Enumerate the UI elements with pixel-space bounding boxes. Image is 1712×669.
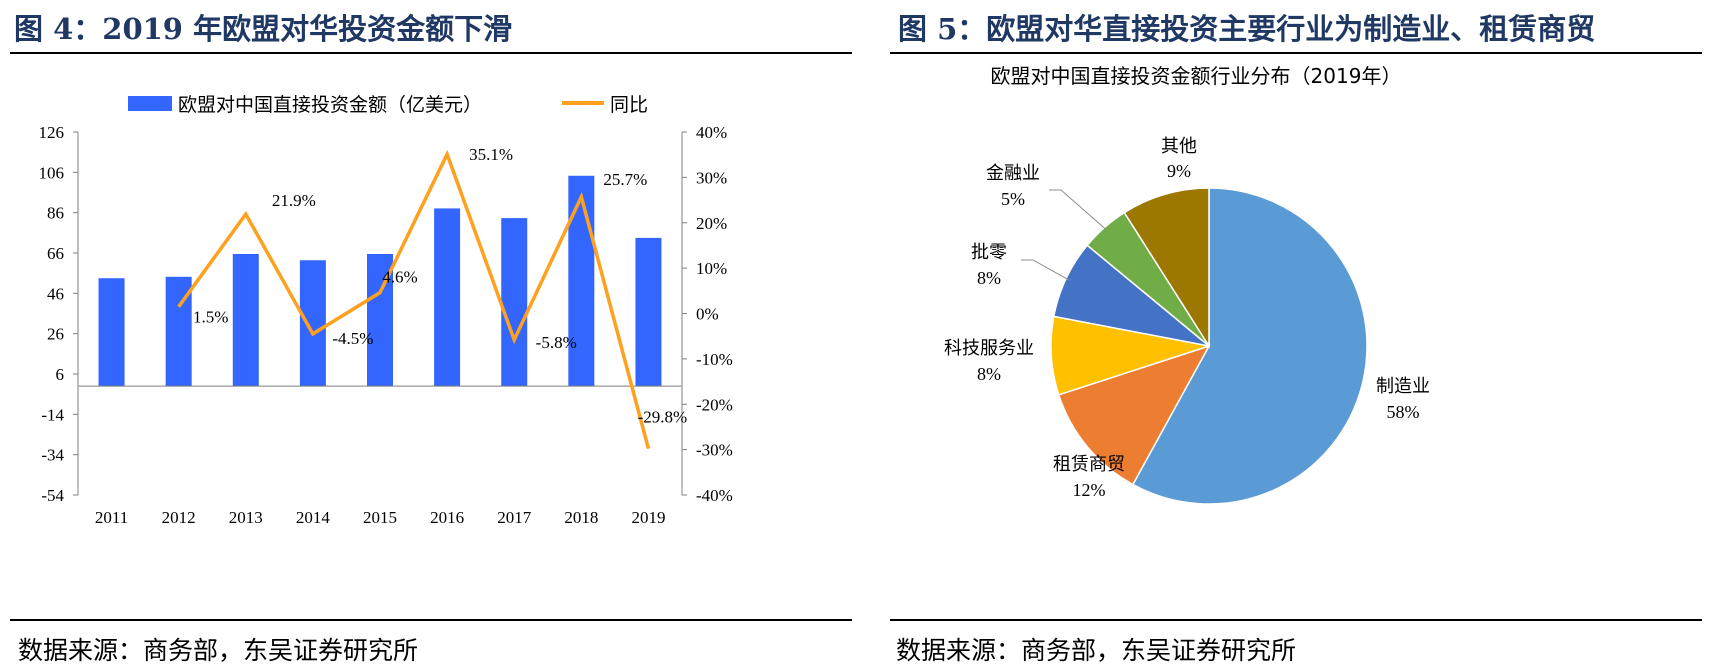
yoy-data-label: 21.9%: [272, 191, 316, 210]
pie-label-percent: 8%: [977, 268, 1001, 288]
legend-bar-label: 欧盟对中国直接投资金额（亿美元）: [178, 94, 482, 116]
bar-2018: [568, 175, 595, 387]
yoy-data-label: 25.7%: [603, 170, 647, 189]
pie-label-category: 批零: [971, 242, 1007, 263]
pie-label-percent: 58%: [1387, 402, 1420, 422]
right-panel-title: 图 5：欧盟对华直接投资主要行业为制造业、租赁商贸: [898, 12, 1596, 46]
pie-label-percent: 8%: [977, 364, 1001, 384]
bar-2013: [232, 254, 259, 387]
pie-slice: [1057, 344, 1211, 486]
right-source-note: 数据来源：商务部，东吴证券研究所: [896, 636, 1297, 665]
left-y-tick-label: -34: [41, 446, 64, 465]
left-title-rule: [10, 52, 852, 54]
pie-label-percent: 5%: [1001, 189, 1025, 209]
x-tick-label: 2018: [564, 508, 598, 527]
x-tick-label: 2019: [631, 508, 665, 527]
right-y-tick-label: -10%: [696, 350, 733, 369]
yoy-data-label: 4.6%: [382, 268, 417, 287]
right-y-tick-label: -20%: [696, 395, 733, 414]
pie-label-category: 其他: [1161, 136, 1197, 157]
right-y-tick-label: -40%: [696, 486, 733, 505]
pie-label-category: 租赁商贸: [1053, 454, 1125, 475]
right-y-tick-label: 40%: [696, 123, 727, 142]
yoy-data-label: -4.5%: [332, 329, 373, 348]
yoy-data-label: -29.8%: [638, 408, 688, 427]
x-tick-label: 2014: [296, 508, 331, 527]
pie-label-category: 科技服务业: [944, 338, 1034, 359]
right-y-tick-label: 30%: [696, 168, 727, 187]
right-source-rule: [890, 619, 1702, 621]
pie-leader-line: [1049, 189, 1108, 231]
left-source-rule: [10, 619, 852, 621]
bar-2017: [501, 218, 528, 387]
right-y-tick-label: 20%: [696, 214, 727, 233]
left-y-tick-label: 46: [47, 284, 64, 303]
pie-slice: [1123, 187, 1210, 349]
left-y-tick-label: 86: [47, 204, 64, 223]
right-y-tick-label: 10%: [696, 259, 727, 278]
x-tick-label: 2015: [363, 508, 397, 527]
bar-2014: [299, 260, 326, 387]
legend-bar-swatch: [128, 96, 172, 111]
bar-2016: [434, 208, 461, 387]
pie-label-category: 制造业: [1376, 376, 1430, 397]
x-tick-label: 2012: [162, 508, 196, 527]
left-y-tick-label: -54: [41, 486, 64, 505]
left-y-tick-label: 66: [47, 244, 64, 263]
left-source-note: 数据来源：商务部，东吴证券研究所: [18, 636, 419, 665]
yoy-data-label: 1.5%: [193, 308, 228, 327]
bar-2011: [98, 278, 125, 387]
pie-leader-line: [1021, 259, 1070, 281]
pie-title: 欧盟对中国直接投资金额行业分布（2019年）: [991, 64, 1402, 88]
pie-label-percent: 9%: [1167, 161, 1191, 181]
right-title-rule: [890, 52, 1702, 54]
x-tick-label: 2013: [229, 508, 263, 527]
x-tick-label: 2011: [95, 508, 128, 527]
pie-label-percent: 12%: [1073, 480, 1106, 500]
pie-slice: [1131, 187, 1368, 505]
right-y-tick-label: 0%: [696, 305, 719, 324]
left-y-tick-label: 26: [47, 325, 64, 344]
pie-label-category: 金融业: [986, 163, 1040, 184]
legend-line-label: 同比: [610, 94, 648, 116]
left-y-tick-label: 126: [39, 123, 65, 142]
left-y-tick-label: -14: [41, 405, 64, 424]
x-tick-label: 2017: [497, 508, 532, 527]
bar-2019: [635, 237, 662, 387]
yoy-line: [177, 149, 651, 450]
left-panel-title: 图 4：2019 年欧盟对华投资金额下滑: [14, 12, 513, 46]
yoy-data-label: -5.8%: [536, 333, 577, 352]
right-y-tick-label: -30%: [696, 441, 733, 460]
x-tick-label: 2016: [430, 508, 464, 527]
left-y-tick-label: 6: [56, 365, 65, 384]
left-y-tick-label: 106: [39, 163, 65, 182]
yoy-data-label: 35.1%: [469, 145, 513, 164]
